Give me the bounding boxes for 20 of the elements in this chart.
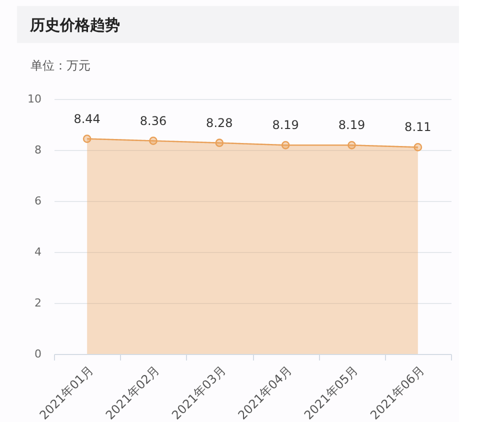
y-tick-label: 8: [34, 144, 42, 156]
data-label: 8.19: [272, 118, 299, 132]
data-label: 8.11: [404, 120, 432, 134]
point: [414, 143, 422, 152]
y-tick-label: 10: [28, 92, 42, 106]
y-tick-label: 4: [34, 246, 42, 258]
data-label: 8.28: [206, 116, 233, 130]
y-axis-title: 单位：万元: [30, 58, 90, 72]
point: [82, 134, 92, 143]
y-tick-label: 0: [34, 348, 42, 360]
point: [348, 140, 356, 150]
data-label: 8.44: [74, 112, 100, 126]
chart-title: 历史价格趋势: [29, 16, 120, 34]
y-tick-label: 6: [34, 194, 42, 208]
point: [149, 136, 158, 145]
y-tick-label: 2: [34, 296, 42, 310]
data-label: 8.36: [140, 114, 167, 128]
point: [281, 140, 290, 150]
point: [215, 138, 224, 148]
data-label: 8.19: [338, 118, 366, 132]
